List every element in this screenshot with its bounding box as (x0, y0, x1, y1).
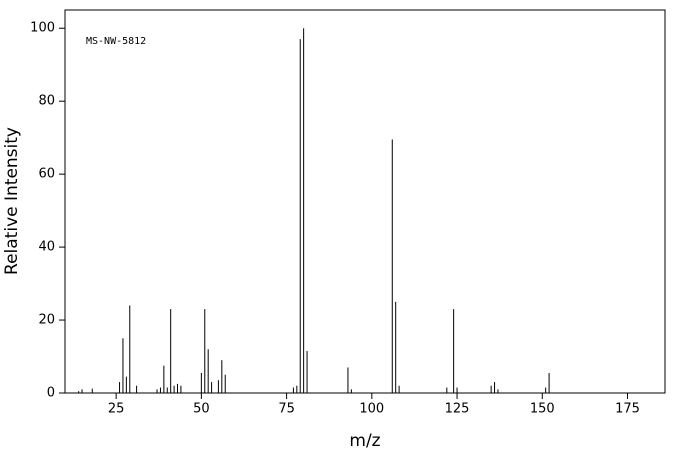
x-tick-label: 150 (530, 402, 555, 417)
x-tick-label: 50 (193, 402, 210, 417)
plot-frame (64, 9, 666, 394)
y-tick-label: 80 (38, 94, 55, 109)
x-tick-label: 75 (278, 402, 295, 417)
annotation: MS-NW-5812 (86, 36, 146, 47)
x-axis-label: m/z (349, 431, 380, 451)
y-tick-label: 20 (38, 313, 55, 328)
x-tick-label: 25 (108, 402, 125, 417)
y-axis-label: Relative Intensity (2, 127, 22, 275)
y-tick-label: 60 (38, 167, 55, 182)
y-tick-label: 100 (30, 21, 55, 36)
x-tick-label: 175 (615, 402, 640, 417)
y-tick-label: 40 (38, 240, 55, 255)
x-tick-label: 125 (445, 402, 470, 417)
y-tick-label: 0 (47, 386, 55, 401)
x-tick-label: 100 (359, 402, 384, 417)
